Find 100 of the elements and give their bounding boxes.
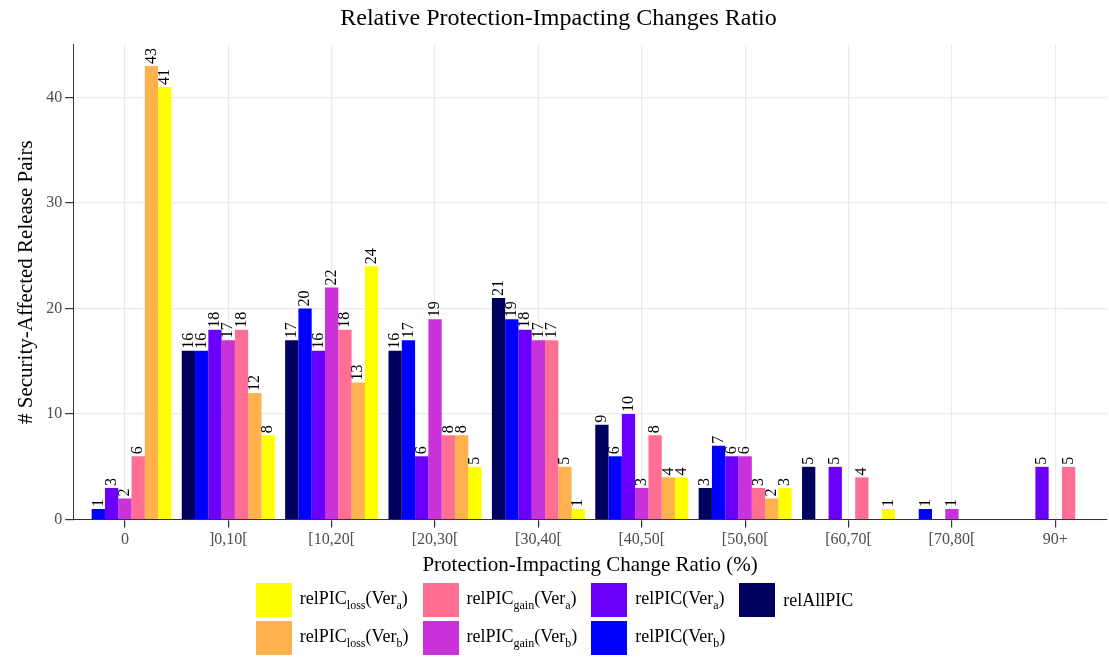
data-label: 8 [258, 425, 276, 434]
bar [261, 435, 275, 519]
bar [545, 340, 559, 519]
data-label: 8 [645, 425, 663, 434]
bar [441, 435, 455, 519]
legend-label: relAllPIC [783, 589, 854, 611]
data-label: 1 [568, 499, 586, 508]
data-label: 24 [361, 248, 379, 265]
bar [531, 340, 546, 519]
bar [828, 466, 842, 519]
bar [881, 509, 896, 519]
data-label: 19 [425, 301, 443, 318]
data-label: 17 [281, 322, 299, 339]
bar [648, 435, 662, 519]
data-label: 1 [942, 499, 960, 508]
x-tick-label: 0 [120, 530, 129, 548]
bar [118, 498, 132, 519]
data-label: 1 [88, 499, 106, 508]
legend-label: relPIC(Ver$_{b}$) [635, 625, 726, 651]
x-tick-label: [10,20[ [308, 530, 355, 548]
x-tick-label: 90+ [1042, 530, 1068, 548]
data-label: 5 [465, 456, 483, 465]
bar [1035, 466, 1049, 519]
chart-title: Relative Protection-Impacting Changes Ratio [340, 3, 777, 30]
data-label: 10 [618, 396, 636, 413]
bar [428, 319, 442, 519]
y-axis-title: # Security-Affected Release Pairs [13, 140, 38, 424]
data-label: 7 [708, 435, 726, 444]
data-label: 16 [308, 332, 326, 349]
data-label: 16 [178, 332, 196, 349]
bar [311, 350, 325, 519]
data-label: 2 [115, 488, 133, 497]
bar [351, 382, 365, 519]
x-axis-title: Protection-Impacting Change Ratio (%) [422, 551, 758, 576]
data-label: 41 [154, 69, 172, 85]
data-label: 5 [798, 456, 816, 465]
x-tick-label: [30,40[ [515, 530, 562, 548]
bar [131, 456, 145, 519]
y-tick-label: 20 [46, 298, 63, 316]
bar [698, 487, 712, 519]
data-label: 5 [1058, 456, 1076, 465]
data-label: 3 [748, 477, 766, 486]
x-tick-label: [60,70[ [825, 530, 872, 548]
bar [945, 509, 959, 519]
y-tick-label: 30 [46, 193, 63, 211]
bar [221, 340, 235, 519]
bar [468, 466, 482, 519]
bar [285, 340, 299, 519]
bar [454, 435, 469, 519]
bar [491, 298, 506, 519]
data-label: 2 [761, 488, 779, 497]
legend-label: relPIC(Ver$_{a}$) [635, 587, 725, 613]
data-label: 3 [775, 477, 793, 486]
x-tick-label: [50,60[ [721, 530, 769, 548]
legend-label: relPIC$_{gain}$(Ver$_{b}$) [466, 625, 578, 651]
bar [195, 350, 209, 519]
x-tick-label: ]0,10[ [208, 530, 248, 548]
bar [738, 456, 752, 519]
x-tick-label: [40,50[ [618, 530, 666, 548]
bar [325, 287, 339, 519]
bar [415, 456, 429, 519]
data-label: 5 [825, 456, 843, 465]
data-label: 1 [878, 499, 896, 508]
bar [1061, 466, 1076, 519]
bar [635, 487, 649, 519]
bar [364, 266, 379, 519]
legend-label: relPIC$_{loss}$(Ver$_{a}$) [299, 587, 408, 613]
bar [144, 65, 159, 519]
data-label: 6 [605, 446, 623, 455]
bar [518, 329, 532, 519]
bar [158, 87, 172, 519]
legend-label: relPIC$_{loss}$(Ver$_{b}$) [299, 625, 409, 651]
bar [725, 456, 739, 519]
bar [751, 487, 766, 519]
data-label: 9 [592, 414, 610, 423]
data-label: 43 [141, 47, 159, 64]
bar [802, 466, 816, 519]
bar [855, 477, 869, 519]
bar [918, 509, 932, 519]
bar [621, 414, 636, 519]
data-label: 4 [658, 467, 676, 476]
data-label: 5 [555, 456, 573, 465]
data-label: 13 [348, 364, 366, 381]
data-label: 22 [321, 269, 339, 286]
data-label: 3 [101, 477, 119, 486]
data-label: 8 [438, 425, 456, 434]
data-label: 20 [295, 290, 313, 307]
bar [778, 487, 792, 519]
bar [208, 329, 222, 519]
x-tick-label: [20,30[ [411, 530, 459, 548]
y-tick-label: 40 [46, 87, 63, 105]
y-tick-label: 10 [46, 404, 63, 422]
x-tick-label: [70,80[ [928, 530, 976, 548]
bar [234, 329, 249, 519]
bar [661, 477, 676, 519]
bar [104, 487, 119, 519]
bar [608, 456, 622, 519]
data-label: 4 [852, 467, 870, 476]
data-label: 6 [735, 446, 753, 455]
bar [248, 392, 262, 519]
